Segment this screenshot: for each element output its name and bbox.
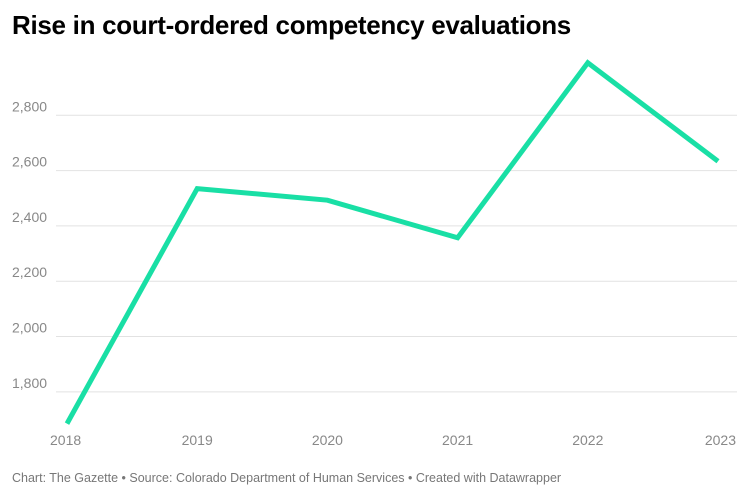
y-tick-label: 2,800 [12, 98, 47, 114]
x-axis-tick-labels: 2018 2019 2020 2021 2022 2023 [50, 432, 736, 448]
y-tick-label: 2,400 [12, 209, 47, 225]
x-tick-label: 2023 [705, 432, 736, 448]
series-layer [64, 59, 720, 425]
x-tick-label: 2019 [182, 432, 213, 448]
chart-footer: Chart: The Gazette • Source: Colorado De… [12, 471, 562, 485]
gridlines [56, 114, 737, 393]
y-tick-label: 1,800 [12, 375, 47, 391]
y-tick-label: 2,200 [12, 264, 47, 280]
chart-title: Rise in court-ordered competency evaluat… [12, 10, 571, 40]
x-tick-label: 2022 [572, 432, 603, 448]
y-tick-label: 2,600 [12, 154, 47, 170]
x-tick-label: 2018 [50, 432, 81, 448]
x-tick-label: 2020 [312, 432, 343, 448]
x-tick-label: 2021 [442, 432, 473, 448]
y-tick-label: 2,000 [12, 320, 47, 336]
series-line [64, 59, 720, 425]
y-axis-tick-labels: 1,800 2,000 2,200 2,400 2,600 2,800 [12, 98, 47, 391]
